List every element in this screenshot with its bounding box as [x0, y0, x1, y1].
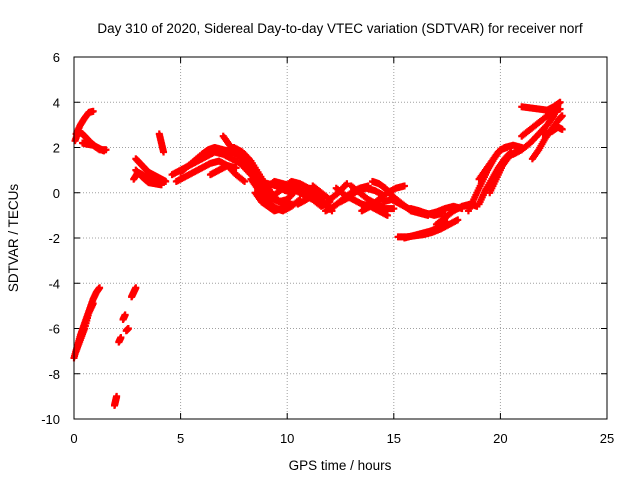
- data-point: [558, 125, 566, 133]
- series-arc-22h-tail: [539, 123, 566, 138]
- data-point: [157, 181, 165, 189]
- series-arc-16h-a: [407, 202, 466, 218]
- data-points: [70, 98, 566, 409]
- x-tick-label: 0: [70, 431, 77, 446]
- data-point: [121, 311, 129, 319]
- data-point: [132, 284, 140, 292]
- data-point: [160, 148, 168, 156]
- y-tick-label: 0: [53, 186, 60, 201]
- data-point: [96, 284, 104, 292]
- series-arc-15h-low-b: [400, 218, 451, 242]
- series-arc-22h-top: [518, 98, 564, 114]
- data-point: [232, 164, 240, 172]
- series-arc-19h-a: [475, 141, 526, 183]
- series-arc-18h-a: [464, 144, 511, 215]
- x-tick-labels: 0 5 10 15 20 25: [70, 431, 614, 446]
- series-seg-2: [115, 334, 125, 346]
- y-tick-labels: -10 -8 -6 -4 -2 0 2 4 6: [41, 50, 60, 427]
- data-point: [89, 107, 97, 115]
- y-tick-label: -2: [48, 231, 60, 246]
- grid: [74, 57, 607, 419]
- chart-title: Day 310 of 2020, Sidereal Day-to-day VTE…: [97, 21, 582, 36]
- data-point: [113, 392, 121, 400]
- data-point: [558, 112, 566, 120]
- y-tick-label: 4: [53, 95, 60, 110]
- x-axis-label: GPS time / hours: [289, 458, 392, 473]
- x-tick-label: 15: [387, 431, 401, 446]
- data-point: [102, 146, 110, 154]
- series-arc-11h-a: [309, 180, 351, 204]
- series-arc-early-high-2: [72, 107, 97, 138]
- data-point: [89, 300, 97, 308]
- x-tick-label: 20: [493, 431, 507, 446]
- data-point: [343, 180, 351, 188]
- series-arc-3h-c: [132, 166, 165, 189]
- data-point: [390, 205, 398, 213]
- series-arc-early-low-2: [72, 300, 97, 355]
- series-arc-early-high-3: [79, 139, 110, 154]
- series-seg-5: [128, 284, 140, 301]
- x-tick-label: 25: [600, 431, 614, 446]
- y-tick-label: -10: [41, 412, 60, 427]
- series-seg-3: [119, 311, 129, 323]
- y-tick-label: 6: [53, 50, 60, 65]
- plot-border: [73, 56, 608, 420]
- data-point: [556, 98, 564, 106]
- x-tick-label: 5: [177, 431, 184, 446]
- series-seg-4h: [155, 130, 168, 156]
- data-point: [556, 105, 564, 113]
- series-seg-1: [111, 392, 121, 409]
- y-axis-label: SDTVAR / TECUs: [6, 184, 21, 293]
- series-seg-4: [122, 325, 132, 335]
- data-point: [117, 334, 125, 342]
- y-tick-label: -4: [48, 276, 60, 291]
- x-tick-label: 10: [280, 431, 294, 446]
- data-point: [124, 325, 132, 332]
- y-tick-label: -8: [48, 367, 60, 382]
- data-point: [241, 177, 249, 185]
- y-tick-label: -6: [48, 322, 60, 337]
- series-arc-19h-b: [486, 148, 519, 197]
- series-arc-8h-b: [251, 189, 293, 215]
- data-point: [162, 177, 170, 185]
- series-arc-17h-a: [432, 200, 481, 228]
- data-point: [454, 216, 462, 224]
- data-point: [400, 182, 408, 190]
- data-point: [383, 211, 391, 219]
- y-tick-label: 2: [53, 141, 60, 156]
- series-arc-mid-d: [206, 162, 240, 179]
